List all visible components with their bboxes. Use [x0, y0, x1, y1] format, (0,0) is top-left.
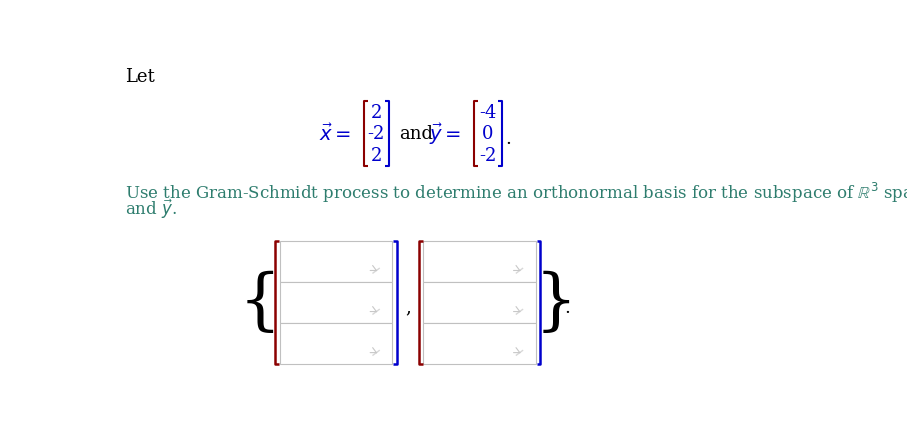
Text: $\vec{x} =$: $\vec{x} =$: [318, 124, 351, 145]
Text: and $\vec{y}$.: and $\vec{y}$.: [125, 197, 177, 221]
Bar: [280, 242, 393, 282]
Text: {: {: [239, 271, 281, 336]
Text: .: .: [564, 298, 570, 316]
Text: and: and: [399, 125, 434, 143]
Bar: [424, 324, 536, 365]
Bar: [280, 282, 393, 324]
Text: ,: ,: [405, 298, 411, 316]
Text: -4: -4: [479, 104, 496, 121]
Text: Let: Let: [125, 68, 155, 86]
Text: 2: 2: [370, 147, 382, 164]
Bar: [424, 242, 536, 282]
Text: -2: -2: [367, 125, 385, 143]
Text: }: }: [534, 271, 577, 336]
Text: Use the Gram-Schmidt process to determine an orthonormal basis for the subspace : Use the Gram-Schmidt process to determin…: [125, 180, 907, 204]
Text: 0: 0: [482, 125, 493, 143]
Bar: [424, 282, 536, 324]
Bar: [280, 324, 393, 365]
Text: 2: 2: [370, 104, 382, 121]
Text: $\vec{y} =$: $\vec{y} =$: [429, 121, 461, 147]
Text: -2: -2: [479, 147, 496, 164]
Text: .: .: [505, 130, 511, 148]
